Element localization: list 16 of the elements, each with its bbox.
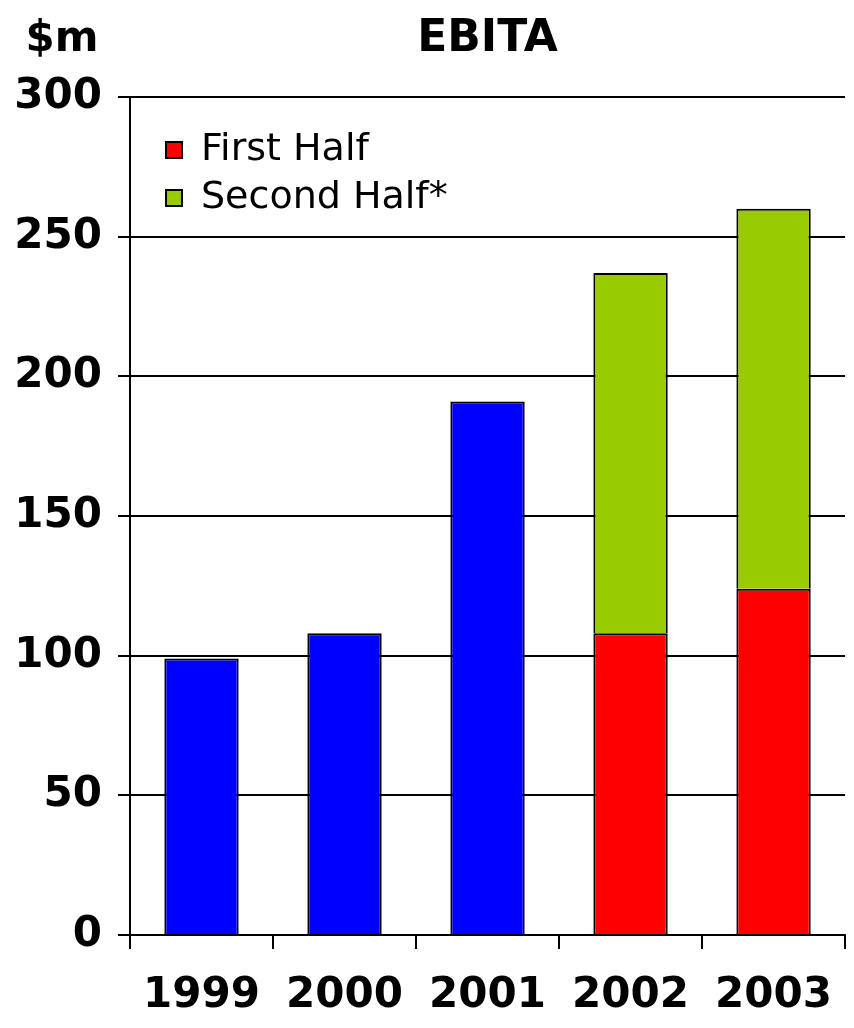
legend-label: Second Half* (201, 172, 448, 217)
chart-title: EBITA (417, 10, 558, 62)
y-tick-label: 200 (14, 348, 102, 398)
x-tick-label: 1999 (143, 968, 260, 1018)
y-tick-label: 100 (14, 627, 102, 677)
y-tick-label: 300 (14, 68, 102, 118)
y-tick-label: 250 (14, 208, 102, 258)
x-tick-label: 2000 (286, 968, 403, 1018)
x-tick-label: 2002 (572, 968, 689, 1018)
x-tick-label: 2003 (715, 968, 833, 1018)
y-tick-label: 0 (72, 906, 102, 956)
y-tick-label: 50 (43, 767, 102, 817)
legend-label: First Half (201, 124, 371, 169)
y-tick-label: 150 (14, 487, 102, 537)
y-axis-title: $m (25, 11, 99, 61)
x-tick-label: 2001 (429, 968, 546, 1018)
